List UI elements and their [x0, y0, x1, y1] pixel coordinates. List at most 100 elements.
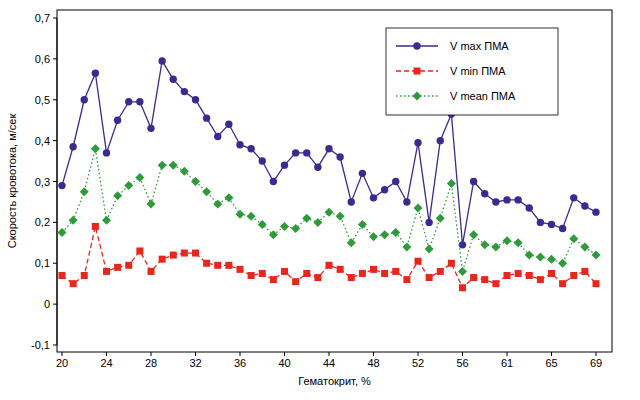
y-tick: [53, 345, 57, 346]
data-point: [202, 187, 211, 196]
data-point: [136, 247, 143, 254]
data-point: [269, 230, 278, 239]
data-point: [470, 178, 477, 185]
data-point: [536, 253, 545, 262]
y-tick-label: -0,1: [31, 339, 50, 351]
data-point: [403, 276, 410, 283]
data-point: [125, 98, 132, 105]
data-point: [313, 218, 322, 227]
data-point: [214, 262, 221, 269]
x-tick: [240, 352, 241, 356]
data-point: [80, 187, 89, 196]
data-point: [58, 228, 67, 237]
data-point: [236, 141, 243, 148]
y-tick: [53, 99, 57, 100]
data-point: [503, 196, 510, 203]
data-point: [303, 270, 310, 277]
data-point: [248, 272, 255, 279]
data-point: [125, 262, 132, 269]
data-point: [181, 250, 188, 257]
data-point: [559, 225, 566, 232]
data-point: [570, 272, 577, 279]
data-point: [525, 251, 534, 260]
data-point: [336, 212, 345, 221]
data-point: [214, 133, 221, 140]
data-point: [414, 204, 423, 213]
data-point: [581, 268, 588, 275]
data-point: [181, 88, 188, 95]
data-point: [559, 280, 566, 287]
data-point: [325, 208, 334, 217]
data-point: [225, 262, 232, 269]
data-point: [447, 179, 456, 188]
data-point: [492, 280, 499, 287]
x-tick-label: 44: [323, 357, 335, 369]
legend-label: V min ПМА: [450, 65, 506, 77]
legend-marker: [413, 92, 422, 101]
data-point: [136, 98, 143, 105]
x-tick: [373, 352, 374, 356]
data-point: [69, 216, 78, 225]
data-point: [526, 272, 533, 279]
x-tick: [418, 352, 419, 356]
data-point: [314, 274, 321, 281]
data-point: [425, 244, 434, 253]
x-axis-label: Гематокрит, %: [298, 375, 371, 387]
data-point: [459, 241, 466, 248]
y-tick-label: 0,3: [35, 176, 50, 188]
x-tick-label: 40: [278, 357, 290, 369]
y-axis-label: Скорость кровотока, м/сек: [6, 114, 18, 249]
data-point: [92, 223, 99, 230]
data-point: [359, 170, 366, 177]
data-point: [203, 260, 210, 267]
data-point: [270, 276, 277, 283]
data-point: [236, 210, 245, 219]
y-tick: [53, 58, 57, 59]
data-point: [81, 272, 88, 279]
data-point: [114, 264, 121, 271]
x-tick-label: 28: [145, 357, 157, 369]
x-tick-label: 20: [56, 357, 68, 369]
data-point: [359, 270, 366, 277]
data-point: [348, 274, 355, 281]
data-point: [213, 199, 222, 208]
data-point: [337, 266, 344, 273]
data-point: [203, 114, 210, 121]
data-point: [348, 198, 355, 205]
y-tick: [53, 304, 57, 305]
data-point: [481, 190, 488, 197]
data-point: [158, 57, 165, 64]
data-point: [336, 153, 343, 160]
data-point: [437, 268, 444, 275]
x-tick-label: 48: [367, 357, 379, 369]
data-point: [148, 268, 155, 275]
data-point: [370, 266, 377, 273]
legend-box: [386, 28, 558, 115]
series-line: [62, 149, 596, 272]
data-point: [402, 242, 411, 251]
data-point: [247, 145, 254, 152]
data-point: [69, 143, 76, 150]
y-tick-label: 0,4: [35, 135, 50, 147]
data-point: [480, 240, 489, 249]
data-point: [415, 258, 422, 265]
data-point: [414, 139, 421, 146]
data-point: [58, 182, 65, 189]
data-point: [192, 96, 199, 103]
x-tick-label: 56: [456, 357, 468, 369]
data-point: [403, 198, 410, 205]
x-tick: [284, 352, 285, 356]
series-line: [62, 226, 596, 287]
x-tick: [551, 352, 552, 356]
data-point: [437, 137, 444, 144]
data-point: [515, 270, 522, 277]
y-tick: [53, 181, 57, 182]
y-tick-label: 0,2: [35, 216, 50, 228]
data-point: [259, 157, 266, 164]
data-point: [92, 69, 99, 76]
data-point: [292, 149, 299, 156]
data-point: [159, 256, 166, 263]
data-point: [592, 251, 601, 260]
data-point: [392, 178, 399, 185]
data-point: [103, 268, 110, 275]
